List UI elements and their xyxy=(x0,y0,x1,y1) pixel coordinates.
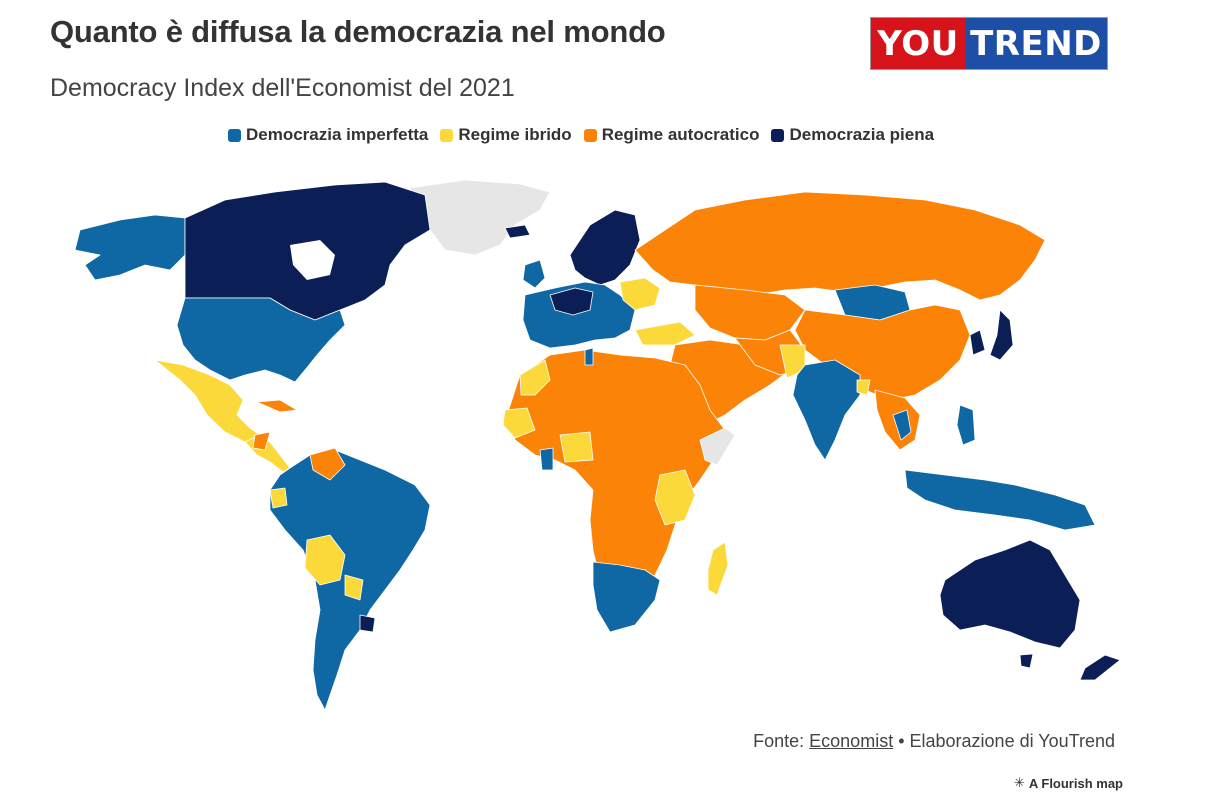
region-scandinavia[interactable] xyxy=(569,209,641,286)
region-bolivia[interactable] xyxy=(304,534,346,586)
legend-swatch xyxy=(771,128,785,142)
region-turkey[interactable] xyxy=(634,321,696,346)
logo-part-you: YOU xyxy=(871,18,965,69)
region-paraguay[interactable] xyxy=(344,574,364,601)
source-link[interactable]: Economist xyxy=(809,731,894,751)
region-alaska[interactable] xyxy=(74,214,186,281)
world-map xyxy=(74,179,1121,711)
region-philippines[interactable] xyxy=(956,404,976,446)
region-east-africa-hybrid[interactable] xyxy=(654,469,696,526)
region-iceland[interactable] xyxy=(504,224,531,239)
region-southern-africa[interactable] xyxy=(592,561,661,633)
region-china[interactable] xyxy=(794,304,971,401)
legend-item-democrazia-imperfetta[interactable]: Democrazia imperfetta xyxy=(228,125,428,145)
legend-label: Regime autocratico xyxy=(601,125,760,144)
region-somalia[interactable] xyxy=(699,427,736,466)
youtrend-logo: YOU TREND xyxy=(870,17,1108,70)
region-madagascar[interactable] xyxy=(707,541,729,596)
logo-part-trend: TREND xyxy=(965,18,1107,69)
source-suffix: • Elaborazione di YouTrend xyxy=(893,731,1115,751)
region-indonesia[interactable] xyxy=(904,469,1096,531)
region-tasmania[interactable] xyxy=(1019,653,1034,669)
legend-swatch xyxy=(228,128,241,142)
region-tunisia[interactable] xyxy=(584,347,594,366)
chart-title: Quanto è diffusa la democrazia nel mondo xyxy=(50,14,666,49)
legend-item-regime-autocratico[interactable]: Regime autocratico xyxy=(583,125,760,145)
legend-label: Regime ibrido xyxy=(458,125,572,144)
region-ecuador[interactable] xyxy=(269,487,288,509)
region-thailand-malaysia[interactable] xyxy=(892,409,912,441)
flourish-icon: ✳ xyxy=(1013,775,1025,790)
region-central-europe-full[interactable] xyxy=(549,287,594,316)
region-japan[interactable] xyxy=(989,309,1014,361)
region-greenland[interactable] xyxy=(409,179,551,256)
legend-label: Democrazia piena xyxy=(789,125,935,144)
region-nigeria-hybrid[interactable] xyxy=(559,431,594,463)
flourish-label: A Flourish map xyxy=(1028,775,1123,791)
region-new-zealand[interactable] xyxy=(1079,654,1121,681)
region-mexico[interactable] xyxy=(154,359,261,443)
flourish-credit[interactable]: ✳ A Flourish map xyxy=(1014,775,1123,791)
legend-item-democrazia-piena[interactable]: Democrazia piena xyxy=(771,125,934,145)
region-australia[interactable] xyxy=(939,539,1081,649)
legend-swatch xyxy=(440,128,454,142)
region-eastern-europe[interactable] xyxy=(619,277,661,311)
region-west-africa-hybrid[interactable] xyxy=(502,407,536,439)
region-uk[interactable] xyxy=(522,259,546,289)
region-venezuela[interactable] xyxy=(309,447,346,481)
region-cuba[interactable] xyxy=(256,399,298,413)
region-morocco[interactable] xyxy=(519,359,551,396)
legend-item-regime-ibrido[interactable]: Regime ibrido xyxy=(440,125,572,145)
source-prefix: Fonte: xyxy=(753,731,810,751)
region-africa[interactable] xyxy=(506,349,726,603)
source-note: Fonte: Economist • Elaborazione di YouTr… xyxy=(753,731,1115,752)
region-hudson-bay xyxy=(290,240,335,280)
region-usa[interactable] xyxy=(176,297,346,383)
region-india[interactable] xyxy=(792,359,861,461)
region-russia[interactable] xyxy=(634,191,1046,301)
chart-subtitle: Democracy Index dell'Economist del 2021 xyxy=(50,74,515,102)
region-korea[interactable] xyxy=(969,329,986,356)
legend-swatch xyxy=(583,128,597,142)
region-bangladesh[interactable] xyxy=(856,379,871,396)
region-ghana[interactable] xyxy=(539,447,554,471)
legend-label: Democrazia imperfetta xyxy=(246,125,429,144)
region-uruguay[interactable] xyxy=(359,614,376,633)
region-nicaragua[interactable] xyxy=(252,431,271,451)
map-legend: Democrazia imperfetta Regime ibrido Regi… xyxy=(228,125,940,145)
